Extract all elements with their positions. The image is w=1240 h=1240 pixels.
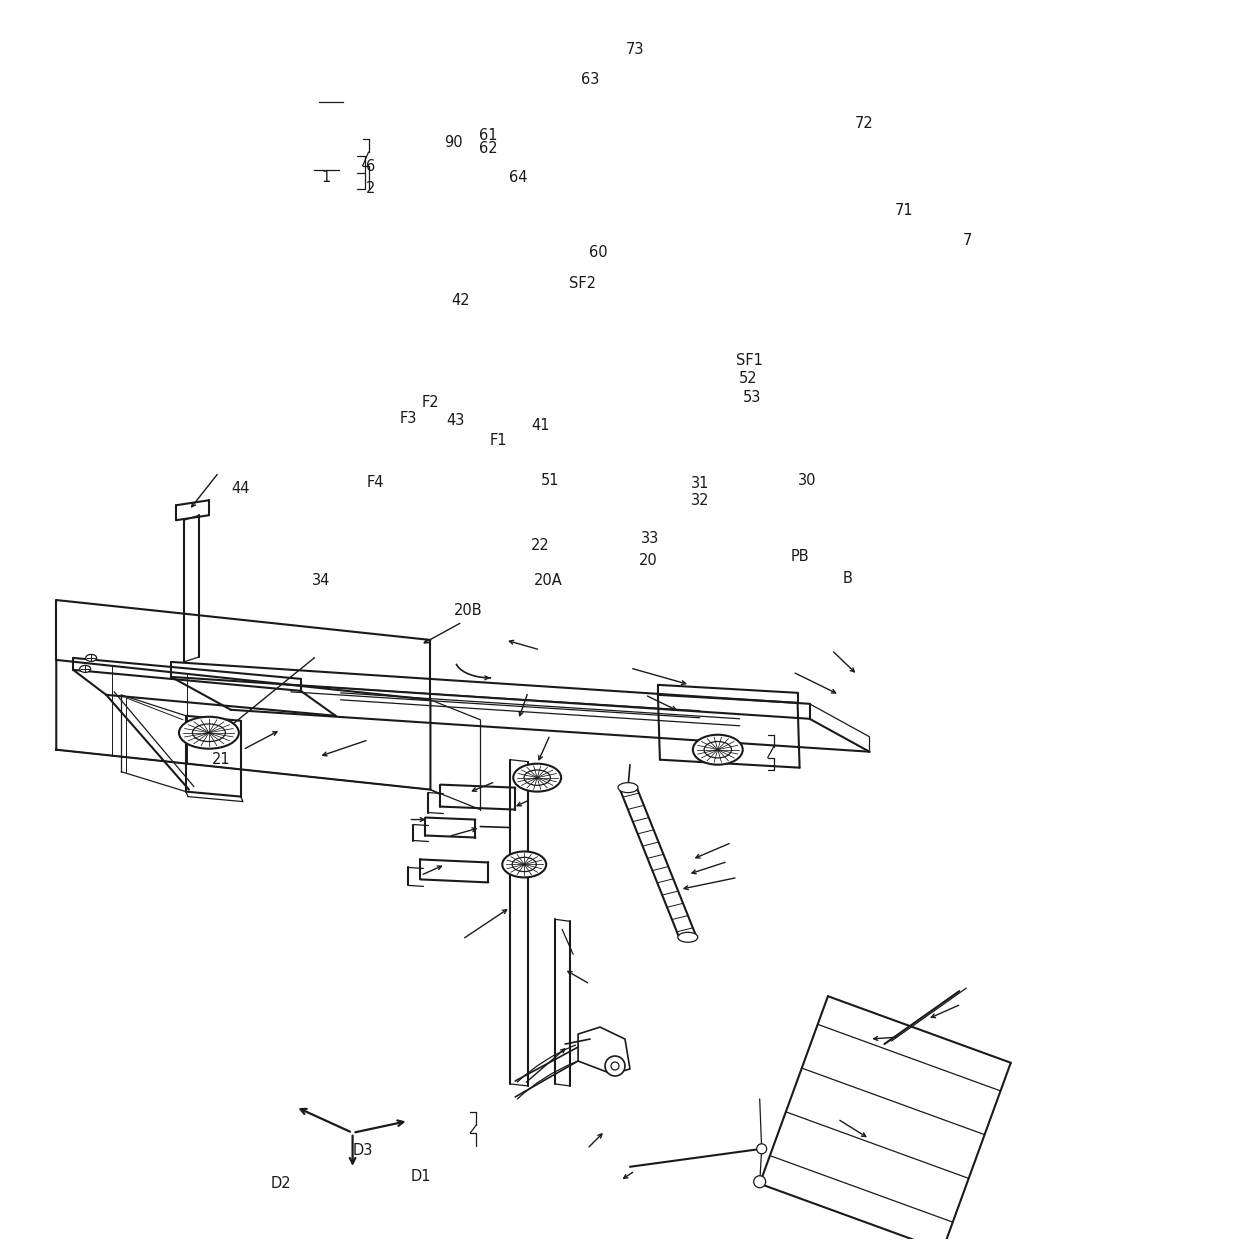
- Ellipse shape: [79, 666, 91, 672]
- Ellipse shape: [525, 770, 551, 785]
- Text: 1: 1: [321, 170, 330, 186]
- Circle shape: [756, 1143, 766, 1153]
- FancyArrowPatch shape: [517, 1061, 575, 1099]
- Ellipse shape: [179, 717, 239, 749]
- Text: SF2: SF2: [569, 277, 595, 291]
- Text: F2: F2: [422, 396, 439, 410]
- Text: F1: F1: [490, 433, 507, 448]
- Text: 30: 30: [799, 472, 817, 487]
- Text: 53: 53: [743, 391, 761, 405]
- Text: 7: 7: [962, 233, 972, 248]
- Text: F4: F4: [367, 475, 384, 490]
- Text: 31: 31: [691, 476, 709, 491]
- Text: 71: 71: [895, 203, 914, 218]
- Ellipse shape: [86, 655, 97, 661]
- Ellipse shape: [704, 742, 732, 758]
- Text: 34: 34: [311, 573, 330, 588]
- Text: 20B: 20B: [454, 603, 482, 618]
- Text: 21: 21: [212, 753, 231, 768]
- Text: 73: 73: [626, 42, 645, 57]
- Text: 20: 20: [639, 553, 657, 568]
- Text: 52: 52: [738, 371, 758, 386]
- Ellipse shape: [512, 857, 536, 872]
- Text: 6: 6: [366, 159, 376, 174]
- Circle shape: [611, 1061, 619, 1070]
- Text: 41: 41: [531, 418, 549, 433]
- Text: 43: 43: [446, 413, 465, 428]
- Text: PB: PB: [790, 548, 808, 564]
- Text: 60: 60: [589, 246, 608, 260]
- Text: D1: D1: [410, 1169, 430, 1184]
- Text: 22: 22: [531, 538, 549, 553]
- Text: 20A: 20A: [533, 573, 563, 588]
- Text: 90: 90: [444, 135, 463, 150]
- Text: B: B: [842, 570, 852, 585]
- Text: 64: 64: [508, 170, 527, 186]
- Text: 72: 72: [856, 115, 874, 130]
- Text: 51: 51: [541, 472, 559, 487]
- Ellipse shape: [678, 932, 698, 942]
- Text: D3: D3: [352, 1143, 373, 1158]
- Text: 32: 32: [691, 492, 709, 507]
- Text: 33: 33: [641, 531, 658, 546]
- Text: 61: 61: [479, 128, 497, 143]
- Ellipse shape: [192, 724, 226, 742]
- FancyArrowPatch shape: [517, 1045, 575, 1083]
- Ellipse shape: [693, 735, 743, 765]
- Text: F3: F3: [399, 410, 417, 427]
- Text: 42: 42: [451, 293, 470, 309]
- Ellipse shape: [502, 852, 546, 878]
- Text: 44: 44: [232, 481, 250, 496]
- Text: 2: 2: [366, 181, 376, 196]
- Text: D2: D2: [270, 1177, 291, 1192]
- Circle shape: [605, 1056, 625, 1076]
- Circle shape: [754, 1176, 765, 1188]
- Ellipse shape: [513, 764, 562, 791]
- Text: 63: 63: [580, 72, 599, 87]
- Text: SF1: SF1: [737, 353, 763, 368]
- Text: 62: 62: [479, 140, 497, 155]
- Ellipse shape: [618, 782, 637, 792]
